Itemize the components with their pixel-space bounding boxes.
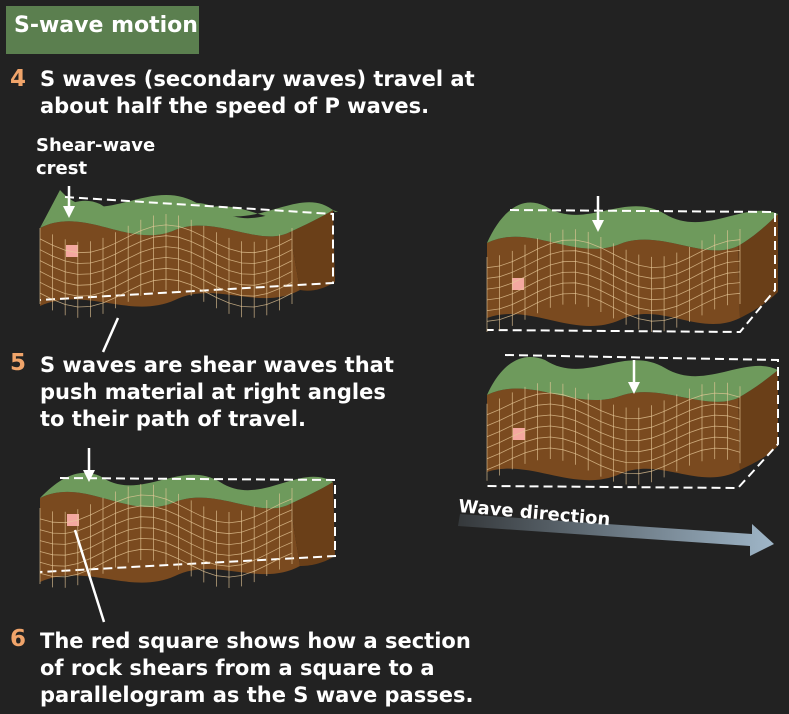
block-1-front	[40, 221, 300, 307]
grid-line	[39, 246, 293, 275]
grid-line	[486, 271, 741, 301]
step-5-line-2: push material at right angles	[40, 380, 386, 404]
block-3-marker	[512, 278, 524, 290]
step-5-number: 5	[10, 350, 27, 376]
grid-line	[486, 260, 741, 290]
shear-wave-crest-label: Shear-wave crest	[36, 134, 155, 180]
rock-grid-lines	[39, 214, 741, 588]
block-3-side	[738, 214, 778, 318]
grid-line	[39, 278, 293, 308]
block-2-down-arrow	[83, 448, 95, 482]
block-3-down-arrow	[592, 196, 604, 232]
grid-line	[486, 425, 741, 453]
grid-line	[486, 414, 741, 442]
block-2-front	[40, 491, 300, 583]
step-6-line-1: The red square shows how a section	[40, 629, 471, 653]
step-6-line-3: parallelogram as the S wave passes.	[40, 683, 474, 707]
grid-line	[486, 292, 741, 322]
step-4-line-1: S waves (secondary waves) travel at	[40, 67, 475, 91]
grid-line	[486, 436, 741, 464]
block-3-dashed-box	[486, 209, 776, 334]
block-4-marker	[513, 428, 525, 440]
page-title: S-wave motion	[14, 13, 198, 38]
step-6-text: The red square shows how a section of ro…	[40, 628, 473, 709]
title-banner	[6, 6, 199, 54]
rock-block-2	[39, 472, 336, 583]
step-5-line-1: S waves are shear waves that	[40, 353, 394, 377]
block-3-top	[487, 202, 778, 251]
grid-line	[39, 537, 293, 567]
wave-direction-arrow	[458, 514, 774, 556]
block-2-marker	[67, 514, 79, 526]
crest-label-line-1: Shear-wave	[36, 135, 156, 156]
grid-line	[39, 224, 293, 254]
grid-line	[486, 239, 741, 269]
grid-line	[39, 505, 293, 535]
grid-line	[39, 267, 293, 297]
crest-label-line-2: crest	[36, 158, 88, 179]
step-4-text: S waves (secondary waves) travel at abou…	[40, 66, 475, 120]
step-4-number: 4	[10, 66, 27, 92]
block-2-side	[290, 482, 335, 566]
grid-line	[486, 250, 741, 279]
block-1-marker	[66, 245, 78, 257]
grid-line	[486, 282, 741, 311]
crest-arrow	[63, 186, 75, 218]
step-5-leader-line	[101, 317, 120, 353]
grid-line	[39, 235, 293, 264]
step-6-leader-line	[73, 529, 106, 623]
step-5-text: S waves are shear waves that push materi…	[40, 352, 394, 433]
grid-line	[39, 256, 293, 286]
block-1-top-surface	[40, 200, 333, 237]
grid-line	[486, 403, 741, 431]
step-4-line-2: about half the speed of P waves.	[40, 94, 430, 118]
rock-block-4	[486, 354, 779, 490]
block-4-side	[738, 370, 778, 470]
block-4-down-arrow	[628, 360, 640, 394]
block-4-top	[487, 357, 778, 402]
step-6-number: 6	[10, 626, 27, 652]
grid-line	[39, 548, 293, 578]
block-1-side	[290, 210, 335, 291]
step-6-line-2: of rock shears from a square to a	[40, 656, 435, 680]
block-2-top	[40, 472, 333, 509]
block-4-dashed-box	[486, 354, 779, 490]
grid-line	[486, 447, 741, 475]
grid-line	[39, 516, 293, 546]
step-5-line-3: to their path of travel.	[40, 407, 306, 431]
grid-line	[486, 392, 741, 420]
grid-line	[39, 494, 293, 524]
rock-block-3	[486, 202, 778, 334]
block-1-dashed-box	[39, 196, 334, 301]
rock-block-1	[39, 190, 338, 307]
